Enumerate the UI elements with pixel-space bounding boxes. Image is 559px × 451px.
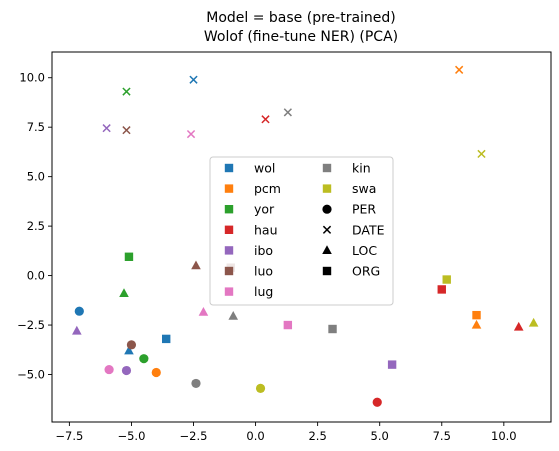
plot-marks bbox=[72, 65, 539, 407]
point-pcm-per bbox=[151, 367, 161, 378]
point-yor-org bbox=[124, 252, 134, 261]
legend-marker-ibo bbox=[224, 246, 234, 255]
x-tick-label: 10.0 bbox=[491, 429, 517, 443]
legend-label-date: DATE bbox=[352, 222, 385, 237]
legend-marker-lug bbox=[224, 287, 234, 296]
point-hau-per bbox=[372, 397, 382, 407]
y-tick-label: 2.5 bbox=[27, 219, 45, 233]
x-tick-label: −7.5 bbox=[55, 429, 83, 443]
point-kin-org bbox=[328, 324, 337, 334]
y-tick-label: −2.5 bbox=[17, 318, 45, 332]
legend-marker-luo bbox=[224, 266, 234, 276]
y-tick-label: −5.0 bbox=[17, 368, 45, 382]
point-ibo-date bbox=[102, 124, 111, 133]
point-lug-loc bbox=[198, 306, 209, 316]
point-kin-per bbox=[191, 378, 201, 389]
point-lug-org bbox=[283, 320, 293, 330]
legend-marker-loc bbox=[322, 245, 332, 254]
point-swa-org bbox=[442, 275, 451, 284]
point-swa-date bbox=[477, 149, 486, 159]
legend-label-ibo: ibo bbox=[254, 243, 273, 258]
point-ibo-loc bbox=[72, 325, 82, 335]
legend-label-pcm: pcm bbox=[254, 181, 281, 196]
point-luo-per bbox=[126, 340, 137, 350]
point-yor-date bbox=[122, 87, 131, 96]
point-yor-per bbox=[139, 354, 149, 364]
legend-marker-yor bbox=[224, 205, 234, 214]
point-lug-per bbox=[104, 364, 114, 375]
x-tick-label: −2.5 bbox=[180, 429, 208, 443]
y-tick-label: 10.0 bbox=[19, 71, 45, 85]
legend-marker-org bbox=[322, 266, 332, 276]
legend-marker-per bbox=[322, 204, 332, 214]
legend-marker-wol bbox=[224, 163, 234, 173]
plot-frame bbox=[51, 51, 552, 423]
point-kin-loc bbox=[228, 310, 239, 320]
legend-marker-kin bbox=[322, 163, 332, 173]
y-tick-label: 7.5 bbox=[27, 120, 45, 134]
point-pcm-loc bbox=[471, 319, 482, 329]
y-tick-label: 0.0 bbox=[27, 269, 45, 283]
legend-label-hau: hau bbox=[254, 222, 278, 237]
legend-label-swa: swa bbox=[352, 181, 376, 196]
chart-title-line-1: Model = base (pre-trained) bbox=[206, 10, 396, 26]
point-luo-loc bbox=[191, 260, 201, 270]
legend-label-yor: yor bbox=[254, 202, 275, 217]
legend: wol pcm yor hau ibo luo lug kin swa PER DATE LOC ORG bbox=[209, 156, 394, 306]
point-swa-loc bbox=[528, 317, 539, 327]
point-lug-date bbox=[186, 129, 196, 139]
legend-label-kin: kin bbox=[352, 161, 371, 176]
x-tick-label: −5.0 bbox=[117, 429, 145, 443]
point-wol-loc bbox=[124, 345, 134, 355]
point-kin-date bbox=[283, 108, 292, 117]
legend-marker-swa bbox=[322, 184, 332, 193]
point-ibo-per bbox=[121, 365, 132, 376]
x-tick-label: 2.5 bbox=[308, 429, 326, 443]
x-tick-label: 0.0 bbox=[246, 429, 264, 443]
y-tick-label: 5.0 bbox=[27, 170, 45, 184]
legend-label-per: PER bbox=[352, 202, 376, 217]
legend-label-loc: LOC bbox=[352, 243, 377, 258]
point-wol-org bbox=[161, 334, 171, 344]
legend-marker-date bbox=[322, 225, 332, 234]
point-wol-date bbox=[189, 75, 198, 84]
y-axis: −5.0 −2.5 0.0 2.5 5.0 7.5 10.0 bbox=[17, 71, 52, 382]
point-hau-org bbox=[437, 285, 446, 294]
point-pcm-date bbox=[455, 65, 464, 74]
point-ibo-org bbox=[387, 360, 397, 369]
x-tick-label: 5.0 bbox=[371, 429, 389, 443]
legend-marker-hau bbox=[224, 225, 234, 234]
point-pcm-org bbox=[472, 310, 481, 320]
legend-label-org: ORG bbox=[352, 264, 380, 279]
point-yor-loc bbox=[119, 288, 129, 297]
legend-box bbox=[209, 156, 394, 306]
legend-label-lug: lug bbox=[254, 284, 273, 299]
point-luo-date bbox=[122, 126, 131, 135]
legend-label-luo: luo bbox=[254, 264, 273, 279]
point-wol-per bbox=[74, 306, 84, 316]
x-tick-label: 7.5 bbox=[433, 429, 451, 443]
point-swa-per bbox=[255, 383, 266, 393]
x-axis: −7.5 −5.0 −2.5 0.0 2.5 5.0 7.5 10.0 bbox=[55, 422, 517, 443]
point-hau-date bbox=[261, 115, 270, 124]
chart-title-line-2: Wolof (fine-tune NER) (PCA) bbox=[204, 29, 398, 45]
legend-label-wol: wol bbox=[254, 161, 275, 176]
point-hau-loc bbox=[513, 321, 524, 331]
legend-marker-pcm bbox=[224, 184, 234, 193]
